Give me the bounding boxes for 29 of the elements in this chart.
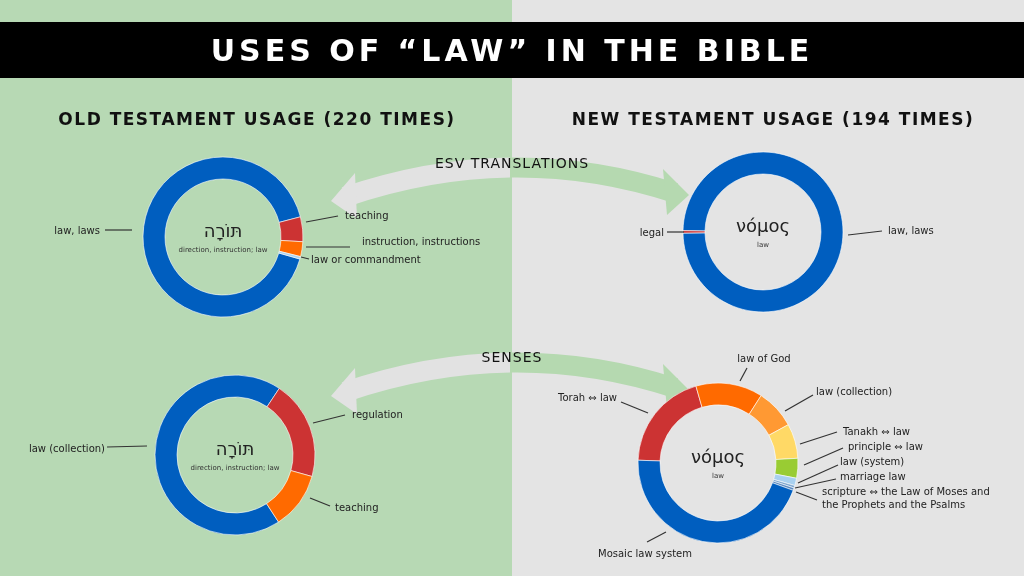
text: תּוֹרָה xyxy=(203,220,243,241)
donut-slice xyxy=(682,151,844,313)
slice-label: scripture ⇔ the Law of Moses and the Prophets and the Psalms xyxy=(822,486,990,510)
text: νόμος xyxy=(735,215,791,236)
text: SENSES xyxy=(481,349,543,365)
slice-label: Tanakh ⇔ law xyxy=(842,426,910,437)
slice-label: teaching xyxy=(335,502,379,513)
slice-label: marriage law xyxy=(840,471,906,482)
slice-label: instruction, instructions xyxy=(362,236,481,247)
slice-label: legal xyxy=(639,227,664,238)
chart-subtitle: NEW TESTAMENT USAGE (194 TIMES) xyxy=(571,109,975,129)
slice-label: law (system) xyxy=(840,456,905,467)
slice-label: law, laws xyxy=(888,225,934,236)
slice-label: regulation xyxy=(352,409,403,420)
slice-label: law (collection) xyxy=(28,443,106,454)
slice-label: law, laws xyxy=(54,225,100,236)
chart-title: USES OF “LAW” IN THE BIBLE xyxy=(210,33,814,68)
text: ESV TRANSLATIONS xyxy=(434,155,590,171)
chart-subtitle: OLD TESTAMENT USAGE (220 TIMES) xyxy=(58,109,456,129)
slice-label: teaching xyxy=(345,210,389,221)
slice-label: Mosaic law system xyxy=(598,548,692,559)
donut-slice xyxy=(142,156,301,318)
slice-label: law (collection) xyxy=(816,386,893,397)
text: νόμος xyxy=(690,446,746,467)
slice-label: principle ⇔ law xyxy=(848,441,923,452)
text: תּוֹרָה xyxy=(215,438,255,459)
slice-label: Torah ⇔ law xyxy=(557,392,617,403)
slice-label: law of God xyxy=(737,353,791,364)
slice-label: law or commandment xyxy=(311,254,421,265)
